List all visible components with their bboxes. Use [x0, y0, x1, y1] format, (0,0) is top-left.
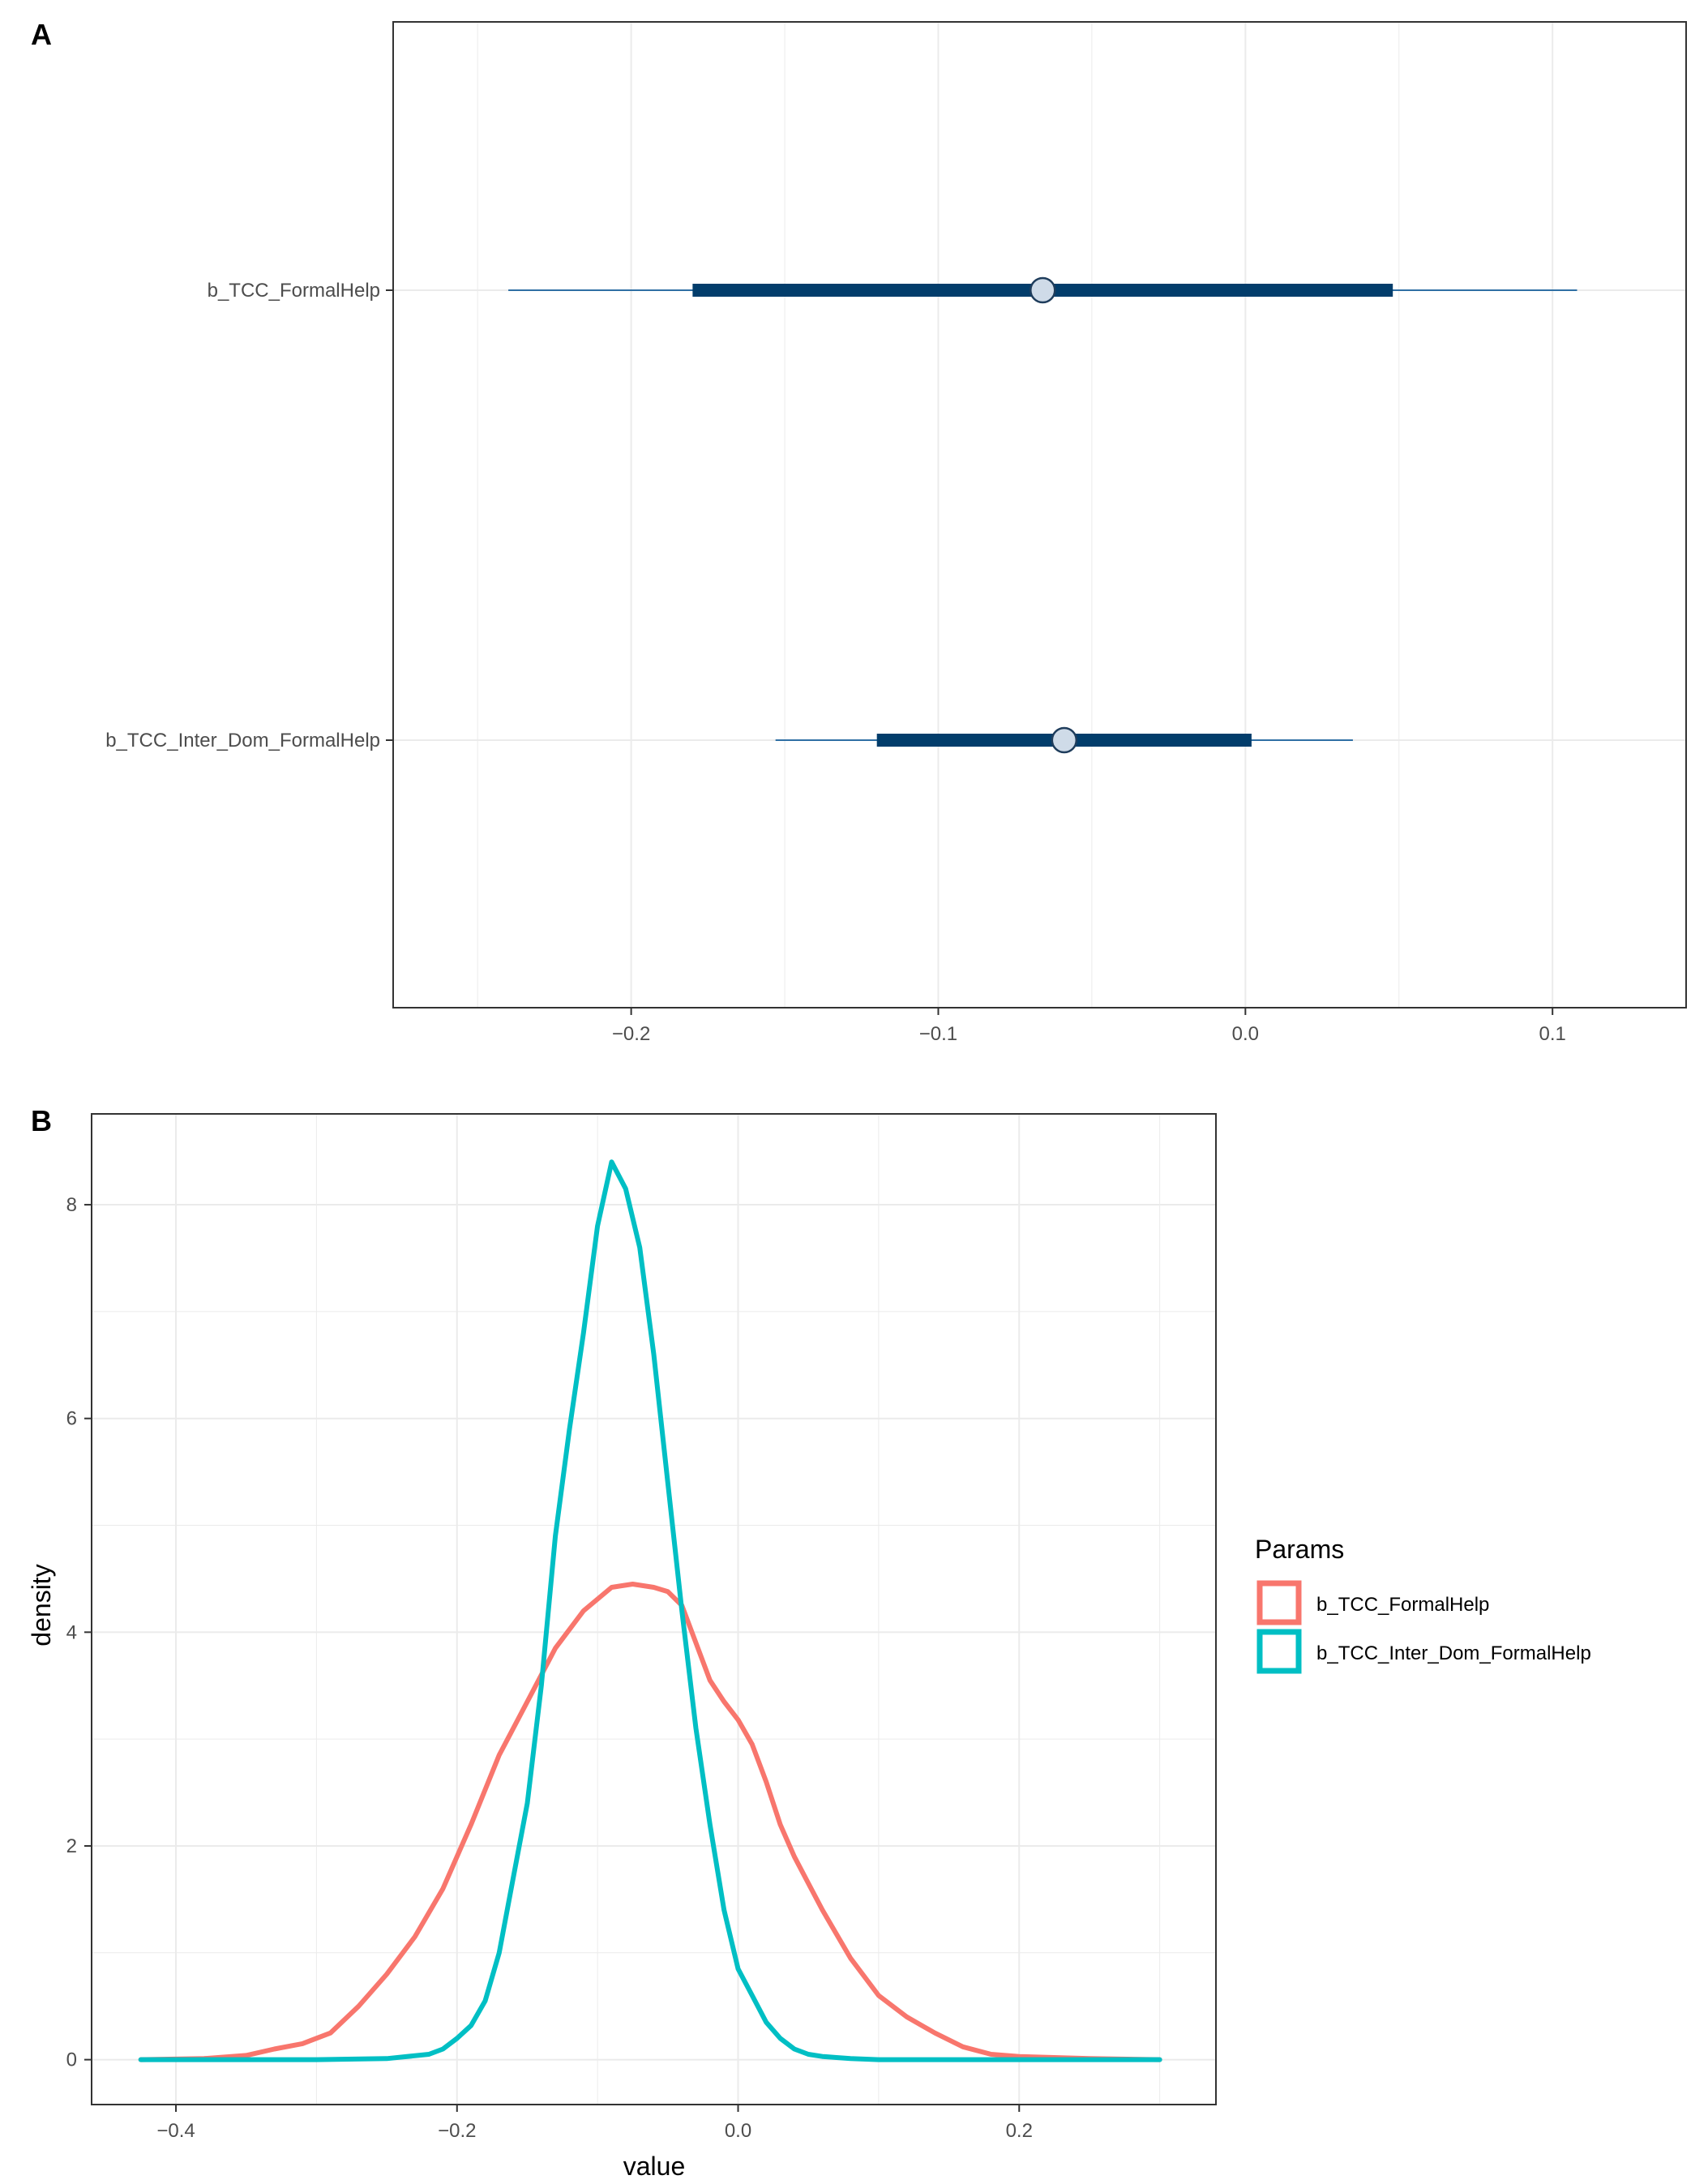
panel-a-letter: A — [31, 18, 52, 51]
panel-a-border — [392, 21, 1687, 1008]
legend-title: Params — [1255, 1535, 1344, 1564]
panel-b-y-tick-label: 6 — [66, 1408, 77, 1430]
panel-b-x-tick-label: −0.2 — [438, 2120, 476, 2142]
legend-key-b-tcc-formalhelp — [1256, 1580, 1302, 1625]
panel-a-x-tick-label: −0.1 — [919, 1023, 957, 1045]
panel-b-letter: B — [31, 1104, 52, 1137]
y-tick-label-b-tcc-inter-dom-formalhelp: b_TCC_Inter_Dom_FormalHelp — [105, 730, 380, 752]
legend-key-b-tcc-inter-dom-formalhelp — [1256, 1629, 1302, 1674]
legend-label-b-tcc-inter-dom-formalhelp: b_TCC_Inter_Dom_FormalHelp — [1316, 1642, 1591, 1664]
panel-b-border — [91, 1113, 1217, 2105]
panel-a-x-tick-label: 0.1 — [1539, 1023, 1566, 1045]
panel-a-x-tick-label: −0.2 — [612, 1023, 650, 1045]
panel-b-density-plot: −0.4 −0.2 0.0 0.2 0 2 4 6 8 — [66, 1113, 1217, 2142]
point-estimate-b-tcc-formalhelp — [1030, 276, 1056, 304]
panel-b-y-tick-label: 8 — [66, 1194, 77, 1216]
panel-a-x-tick-label: 0.0 — [1232, 1023, 1259, 1045]
panel-b-y-axis-title: density — [27, 1564, 56, 1646]
panel-b-y-tick-label: 4 — [66, 1621, 77, 1643]
panel-b-x-tick-label: 0.2 — [1006, 2120, 1033, 2142]
panel-b-y-tick-label: 0 — [66, 2049, 77, 2071]
legend: Params b_TCC_FormalHelp b_TCC_Inter_Dom_… — [1255, 1535, 1591, 1674]
panel-b-y-tick-label: 2 — [66, 1835, 77, 1857]
panel-a-interval-plot: b_TCC_FormalHelp b_TCC_Inter_Dom_FormalHe… — [105, 21, 1687, 1045]
panel-a-background — [393, 22, 1686, 1008]
panel-b-x-tick-label: 0.0 — [725, 2120, 751, 2142]
panel-b-x-tick-label: −0.4 — [156, 2120, 195, 2142]
point-estimate-b-tcc-inter-dom-formalhelp — [1051, 726, 1078, 754]
density-line-b-tcc-inter-dom-formalhelp — [138, 1159, 1162, 2062]
panel-b-background — [92, 1114, 1216, 2105]
legend-label-b-tcc-formalhelp: b_TCC_FormalHelp — [1316, 1594, 1489, 1616]
panel-b-x-axis-title: value — [623, 2152, 686, 2181]
y-tick-label-b-tcc-formalhelp: b_TCC_FormalHelp — [208, 280, 380, 302]
